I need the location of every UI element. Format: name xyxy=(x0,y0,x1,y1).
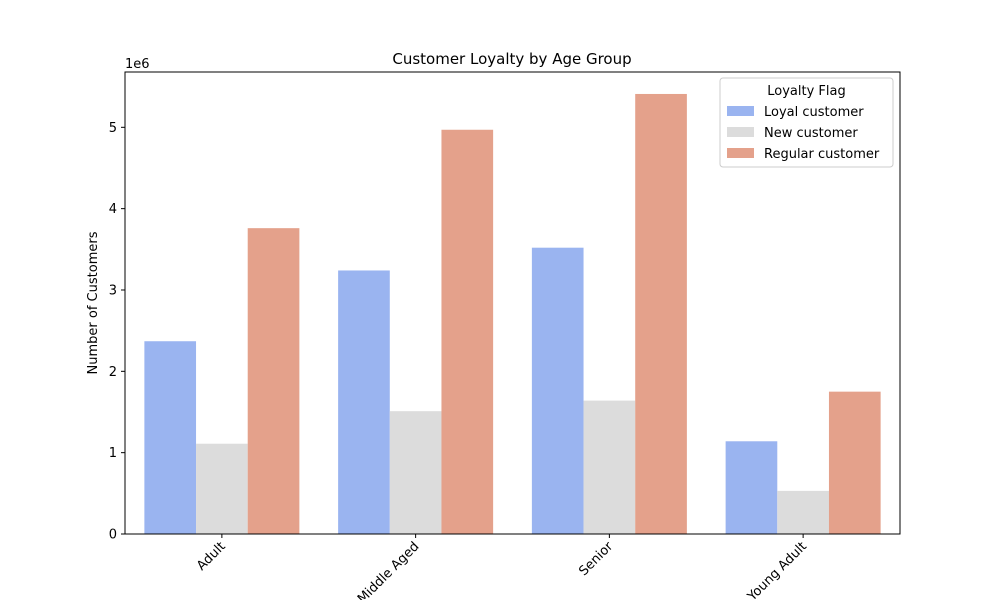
bar xyxy=(389,411,442,534)
bar xyxy=(247,228,300,535)
legend-entry-label: Regular customer xyxy=(764,147,880,162)
y-axis-label: Number of Customers xyxy=(86,231,101,374)
bars-group xyxy=(144,93,881,535)
bar xyxy=(441,129,494,534)
legend-entry-label: New customer xyxy=(764,126,858,141)
y-ticks-group: 0 1 2 3 4 5 xyxy=(109,121,125,543)
legend-swatch xyxy=(727,106,754,116)
y-tick-label: 0 xyxy=(109,528,117,543)
bar xyxy=(144,341,197,534)
legend-box xyxy=(719,77,894,168)
bar xyxy=(583,400,636,534)
y-tick-label: 2 xyxy=(109,365,117,380)
legend: Loyalty Flag Loyal customer New customer R… xyxy=(719,77,894,168)
bar xyxy=(196,443,248,534)
bar xyxy=(725,441,778,534)
y-scale-label: 1e6 xyxy=(125,57,150,72)
y-tick-label: 4 xyxy=(109,202,117,217)
legend-entry-label: Loyal customer xyxy=(764,105,864,120)
legend-title: Loyalty Flag xyxy=(767,84,845,99)
y-tick-label: 5 xyxy=(109,121,117,136)
bar xyxy=(635,93,687,534)
bar xyxy=(777,490,829,534)
bar xyxy=(338,270,390,534)
legend-swatch xyxy=(727,127,754,137)
bar xyxy=(828,391,881,534)
y-tick-label: 3 xyxy=(109,283,117,298)
y-tick-label: 1 xyxy=(109,446,117,461)
plot-frame xyxy=(124,71,901,535)
legend-swatch xyxy=(727,148,754,158)
chart-title: Customer Loyalty by Age Group xyxy=(392,50,631,68)
bar xyxy=(531,247,584,535)
